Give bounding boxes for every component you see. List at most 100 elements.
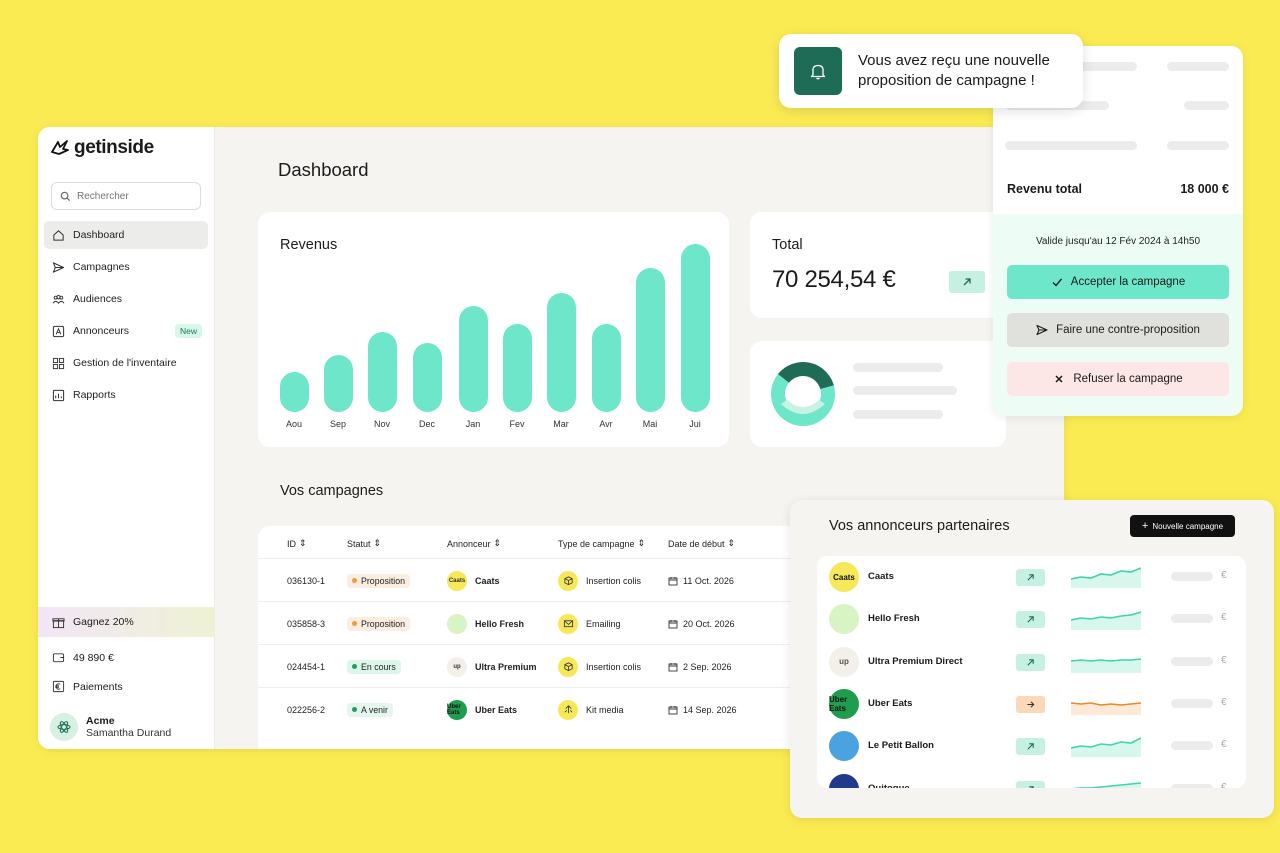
wallet-balance[interactable]: 49 890 € xyxy=(52,651,114,664)
table-row[interactable]: 022256-2 A venir Uber Eats Uber Eats Kit… xyxy=(258,687,798,730)
advertiser-cell[interactable]: Caats Caats xyxy=(447,559,500,602)
revenue-title: Revenus xyxy=(280,237,338,253)
partner-trend-badge[interactable] xyxy=(1016,611,1045,629)
donut-slice[interactable] xyxy=(777,362,834,390)
notification-toast[interactable]: Vous avez reçu une nouvelle proposition … xyxy=(779,34,1083,108)
sidebar-item-audiences[interactable]: Audiences xyxy=(44,285,208,313)
advertiser-logo: Caats xyxy=(447,570,467,591)
column-header-date[interactable]: Date de début ⇕ xyxy=(668,538,735,549)
revenue-bar[interactable] xyxy=(280,372,309,412)
new-campaign-label: Nouvelle campagne xyxy=(1152,521,1224,531)
revenue-bar[interactable] xyxy=(636,268,665,412)
skeleton-line xyxy=(1005,141,1137,150)
partner-sparkline xyxy=(1071,657,1141,673)
balance-amount: 49 890 € xyxy=(73,651,114,664)
partner-logo xyxy=(829,731,859,762)
column-header-label: ID xyxy=(287,538,296,549)
calendar-icon xyxy=(668,662,678,671)
sidebar-item-dashboard[interactable]: Dashboard xyxy=(44,221,208,249)
partner-row[interactable]: up Ultra Premium Direct € xyxy=(817,641,1246,683)
status-cell: Proposition xyxy=(347,559,411,602)
payments-link[interactable]: Paiements xyxy=(52,680,123,693)
partner-row[interactable]: Caats Caats € xyxy=(817,556,1246,598)
column-header-type[interactable]: Type de campagne ⇕ xyxy=(558,538,645,549)
partner-row[interactable]: Uber Eats Uber Eats € xyxy=(817,683,1246,725)
sort-icon: ⇕ xyxy=(727,538,736,548)
campaign-id: 036130-1 xyxy=(287,575,326,586)
advertiser-logo xyxy=(447,613,467,634)
bird-logo-icon xyxy=(51,140,69,155)
partner-trend-badge[interactable] xyxy=(1016,738,1045,756)
revenue-bar[interactable] xyxy=(503,324,532,412)
sidebar-item-label: Rapports xyxy=(73,389,116,401)
partners-title: Vos annonceurs partenaires xyxy=(829,518,1010,534)
search-input[interactable] xyxy=(77,190,187,202)
currency-symbol: € xyxy=(1221,739,1227,751)
advertiser-cell[interactable]: Hello Fresh xyxy=(447,602,524,645)
sidebar-item-label: Annonceurs xyxy=(73,325,130,337)
table-row[interactable]: 035858-3 Proposition Hello Fresh Emailin… xyxy=(258,601,798,644)
sidebar-item-label: Campagnes xyxy=(73,261,130,273)
plus-icon: + xyxy=(1141,520,1149,532)
revenue-bar[interactable] xyxy=(459,306,488,412)
revenue-bar[interactable] xyxy=(681,244,710,412)
partner-trend-badge[interactable] xyxy=(1016,695,1045,713)
revenue-bar[interactable] xyxy=(592,324,621,412)
table-row[interactable]: 036130-1 Proposition Caats Caats Inserti… xyxy=(258,558,798,601)
revenue-bar[interactable] xyxy=(324,355,353,412)
partner-name: Le Petit Ballon xyxy=(868,740,934,752)
arrow-up-right-icon xyxy=(1027,616,1034,623)
column-header-label: Annonceur xyxy=(447,538,491,549)
donut-slice[interactable] xyxy=(771,374,835,426)
status-dot xyxy=(352,707,357,712)
wallet-icon xyxy=(52,653,65,663)
revenue-bar[interactable] xyxy=(547,293,576,412)
accept-campaign-button[interactable]: Accepter la campagne xyxy=(1007,265,1229,299)
user-profile[interactable]: Acme Samantha Durand xyxy=(50,713,171,741)
search-box[interactable] xyxy=(51,182,201,210)
sidebar-item-inventaire[interactable]: Gestion de l'inventaire xyxy=(44,349,208,377)
refuse-campaign-button[interactable]: Refuser la campagne xyxy=(1007,362,1229,396)
column-header-status[interactable]: Statut ⇕ xyxy=(347,538,381,549)
campaign-type: Insertion colis xyxy=(586,575,642,586)
skeleton-line xyxy=(1171,741,1213,751)
send-icon xyxy=(52,261,65,273)
skeleton-line xyxy=(1171,656,1213,666)
sidebar: getinside Dashboard Campagnes Audiences … xyxy=(38,127,215,749)
partner-trend-badge[interactable] xyxy=(1016,653,1045,671)
advertiser-cell[interactable]: Uber Eats Uber Eats xyxy=(447,688,517,731)
sparkline-line xyxy=(1071,781,1141,788)
currency-symbol: € xyxy=(1221,696,1227,708)
advertiser-cell[interactable]: up Ultra Premium xyxy=(447,645,537,688)
revenue-bar[interactable] xyxy=(368,332,397,412)
partner-row[interactable]: Hello Fresh € xyxy=(817,598,1246,640)
table-row[interactable]: 024454-1 En cours up Ultra Premium Inser… xyxy=(258,644,798,687)
partner-row[interactable]: Quitoque € xyxy=(817,768,1246,788)
partner-row[interactable]: Le Petit Ballon € xyxy=(817,725,1246,767)
users-icon xyxy=(52,294,65,304)
column-header-id[interactable]: ID ⇕ xyxy=(287,538,307,549)
advertiser-name: Uber Eats xyxy=(475,704,518,715)
partner-trend-badge[interactable] xyxy=(1016,569,1045,586)
counter-proposal-button[interactable]: Faire une contre-proposition xyxy=(1007,313,1229,347)
dashboard-window: getinside Dashboard Campagnes Audiences … xyxy=(38,127,1064,749)
column-header-advertiser[interactable]: Annonceur ⇕ xyxy=(447,538,501,549)
sidebar-item-campagnes[interactable]: Campagnes xyxy=(44,253,208,281)
status-label: Proposition xyxy=(361,618,406,629)
total-amount: 70 254,54 € xyxy=(772,266,896,293)
sidebar-item-rapports[interactable]: Rapports xyxy=(44,381,208,409)
trend-up-badge[interactable] xyxy=(949,271,985,293)
promo-banner[interactable]: Gagnez 20% xyxy=(38,607,215,637)
offer-total-value: 18 000 € xyxy=(1180,182,1229,196)
campaign-type-icon xyxy=(558,570,578,591)
sidebar-item-annonceurs[interactable]: Annonceurs New xyxy=(44,317,208,345)
partner-trend-badge[interactable] xyxy=(1016,780,1045,788)
advertiser-icon xyxy=(52,325,65,337)
sparkline-area xyxy=(1071,738,1141,758)
offer-actions: Valide jusqu'au 12 Fév 2024 à 14h50 Acce… xyxy=(993,214,1243,416)
new-campaign-button[interactable]: + Nouvelle campagne xyxy=(1130,515,1235,537)
app-logo[interactable]: getinside xyxy=(50,137,154,159)
promo-text: Gagnez 20% xyxy=(73,616,134,628)
revenue-bar[interactable] xyxy=(413,343,442,412)
currency-symbol: € xyxy=(1221,654,1227,666)
